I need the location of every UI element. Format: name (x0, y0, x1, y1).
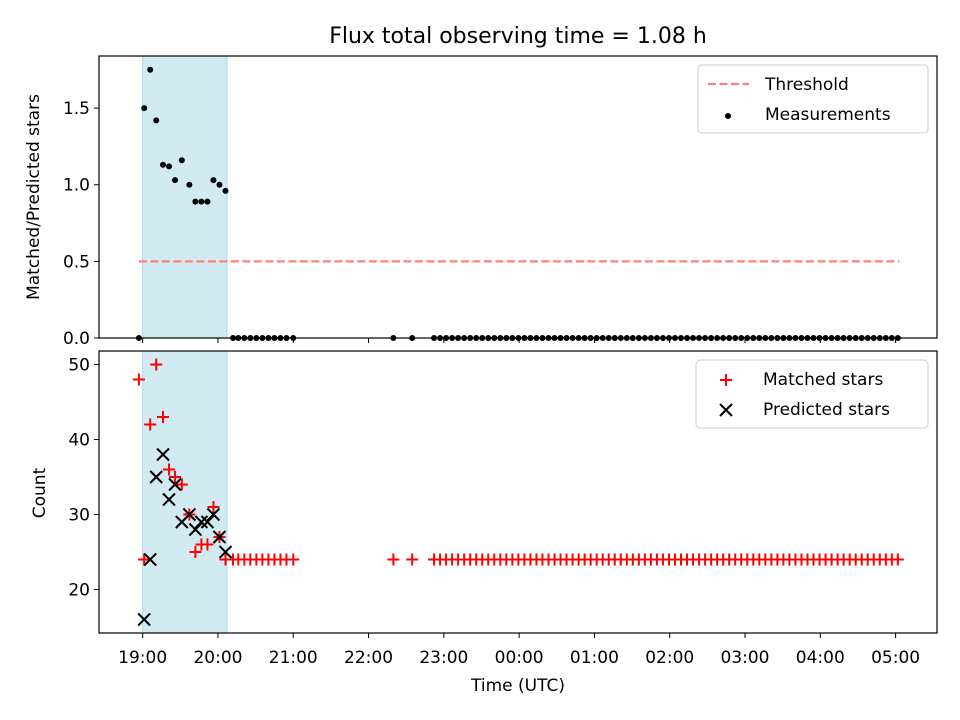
measurement-point (192, 198, 199, 205)
legend-measurement-swatch (725, 113, 731, 119)
matched-star-marker (201, 538, 214, 551)
matched-star-marker (156, 411, 169, 423)
measurement-point (141, 105, 148, 112)
measurement-point (166, 163, 173, 170)
measurement-point (204, 198, 211, 205)
predicted-star-marker (137, 612, 151, 627)
legend-matched-label: Matched stars (763, 370, 883, 390)
legend-measurement-label: Measurements (765, 105, 891, 125)
matched-star-marker (387, 553, 400, 566)
bottom-ytick-label: 40 (68, 431, 90, 451)
flux-ratio-plot: 0.0 0.5 1.0 1.5 Threshold Measurements (63, 55, 938, 349)
predicted-star-marker (200, 515, 215, 529)
matched-star-marker (132, 373, 145, 386)
xtick-label: 03:00 (721, 648, 770, 668)
matched-star-marker (287, 553, 300, 566)
predicted-star-marker (188, 522, 203, 537)
measurement-point (147, 66, 154, 73)
measurement-point (222, 187, 229, 194)
chart-title: Flux total observing time = 1.08 h (329, 24, 707, 49)
top-observing-span (142, 55, 228, 339)
matched-star-marker (150, 358, 163, 371)
predicted-star-marker (194, 515, 209, 529)
xtick-label: 05:00 (871, 648, 920, 668)
top-ytick-label: 0.0 (63, 329, 90, 349)
bottom-ylabel: Count (30, 467, 50, 518)
predicted-star-marker (156, 447, 170, 462)
legend-threshold-label: Threshold (764, 75, 849, 95)
predicted-star-marker (212, 530, 227, 544)
legend-matched-swatch (720, 374, 732, 386)
matched-star-marker (891, 553, 904, 566)
matched-star-marker (144, 418, 157, 431)
bottom-ytick-label: 20 (68, 581, 90, 601)
predicted-star-marker (143, 552, 157, 567)
star-count-plot: 20 30 40 50 19:00 20:00 21:00 22:00 23:00 00:00 01… (68, 350, 938, 668)
measurement-point (153, 117, 160, 124)
measurement-point (216, 181, 223, 188)
measurement-point (172, 177, 179, 184)
xtick-label: 01:00 (570, 648, 619, 668)
xtick-label: 00:00 (495, 648, 544, 668)
bottom-ytick-label: 30 (68, 506, 90, 526)
measurement-point (210, 177, 217, 184)
predicted-star-marker (182, 507, 197, 522)
matched-star-marker (189, 546, 202, 558)
legend-predicted-label: Predicted stars (763, 400, 890, 420)
bottom-legend: Matched stars Predicted stars (695, 359, 929, 429)
predicted-star-marker (218, 545, 233, 559)
xtick-label: 19:00 (118, 648, 167, 668)
predicted-star-marker (162, 492, 176, 507)
bottom-observing-span (142, 350, 228, 634)
predicted-star-marker (168, 477, 182, 492)
bottom-xlabel: Time (UTC) (470, 676, 565, 696)
top-legend: Threshold Measurements (697, 64, 929, 134)
xtick-label: 04:00 (796, 648, 845, 668)
top-ytick-label: 0.5 (63, 252, 90, 272)
top-axes-frame (98, 55, 938, 339)
legend-predicted-swatch (719, 403, 733, 417)
xtick-label: 20:00 (193, 648, 242, 668)
measurement-point (178, 157, 185, 164)
bottom-ytick-label: 50 (68, 356, 90, 376)
xtick-label: 22:00 (344, 648, 393, 668)
matched-star-marker (175, 478, 188, 491)
matched-star-marker (138, 553, 151, 566)
bottom-axes-frame (98, 350, 938, 634)
measurement-point (159, 161, 166, 168)
top-ytick-label: 1.5 (63, 99, 90, 119)
predicted-star-marker (206, 507, 221, 522)
matched-star-marker (406, 553, 419, 566)
xtick-label: 21:00 (269, 648, 318, 668)
xtick-label: 02:00 (645, 648, 694, 668)
top-ylabel: Matched/Predicted stars (24, 94, 44, 300)
top-ytick-label: 1.0 (63, 176, 90, 196)
matched-star-marker (207, 501, 220, 513)
matched-star-marker (163, 463, 176, 476)
matched-star-marker (169, 471, 182, 483)
measurement-point (198, 198, 205, 205)
predicted-star-marker (149, 470, 163, 484)
measurement-point (186, 181, 193, 188)
xtick-label: 23:00 (419, 648, 468, 668)
